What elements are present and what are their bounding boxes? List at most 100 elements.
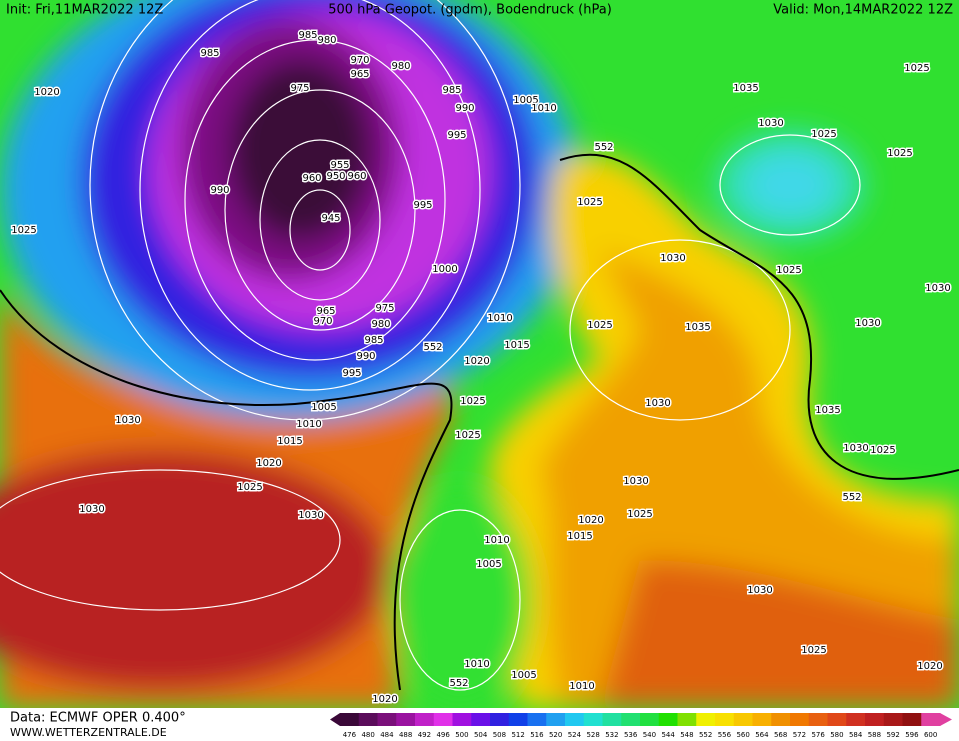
data-source: Data: ECMWF OPER 0.400° (10, 711, 186, 726)
colorbar-swatch (677, 713, 697, 726)
isobar-label: 995 (447, 130, 466, 141)
isobar-label: 1030 (925, 283, 950, 294)
isobar-label: 1010 (569, 681, 594, 692)
colorbar-label: 564 (755, 731, 769, 739)
colorbar-swatch (902, 713, 922, 726)
isobar-label: 1025 (577, 197, 602, 208)
isobar-label: 965 (350, 69, 369, 80)
isobar-label: 1025 (587, 320, 612, 331)
colorbar-swatch (921, 713, 941, 726)
colorbar-swatch (452, 713, 472, 726)
colorbar-swatch (490, 713, 510, 726)
isobar-label: 985 (298, 30, 317, 41)
isobar-label: 1020 (578, 515, 603, 526)
isobar-label: 1035 (815, 405, 840, 416)
isobar-label: 1025 (460, 396, 485, 407)
field (0, 0, 959, 710)
colorbar-label: 492 (418, 731, 431, 739)
isobar-label: 1010 (464, 659, 489, 670)
colorbar-label: 496 (436, 731, 450, 739)
colorbar-label: 552 (699, 731, 712, 739)
isobar-label: 1025 (887, 148, 912, 159)
isobar-label: 1025 (237, 482, 262, 493)
isobar-label: 1010 (296, 419, 321, 430)
isobar-label: 1030 (747, 585, 772, 596)
colorbar-swatch (771, 713, 791, 726)
colorbar-label: 516 (530, 731, 544, 739)
colorbar-swatch (508, 713, 528, 726)
isobar-label: 1030 (660, 253, 685, 264)
colorbar-swatch (883, 713, 903, 726)
colorbar-arrow (330, 713, 340, 726)
colorbar-label: 488 (399, 731, 412, 739)
isobar-label: 980 (317, 35, 336, 46)
isobar-label: 975 (290, 83, 309, 94)
colorbar-label: 568 (774, 731, 787, 739)
isobar-label: 1025 (811, 129, 836, 140)
colorbar-label: 512 (511, 731, 524, 739)
isobar-label: 1025 (11, 225, 36, 236)
isobar-label: 1005 (513, 95, 538, 106)
colorbar-label: 580 (830, 731, 843, 739)
colorbar-label: 596 (905, 731, 919, 739)
isobar-label: 1005 (476, 559, 501, 570)
colorbar-label: 600 (924, 731, 937, 739)
colorbar-label: 548 (680, 731, 693, 739)
isobar-label: 1025 (776, 265, 801, 276)
isobar-label: 1035 (685, 322, 710, 333)
isobar-label: 1030 (645, 398, 670, 409)
isobar-label: 1035 (733, 83, 758, 94)
colorbar-arrow (940, 713, 952, 726)
isobar-label: 552 (449, 678, 468, 689)
isobar-label: 945 (321, 213, 340, 224)
isobar-label: 960 (302, 173, 321, 184)
isobar-label: 1030 (298, 510, 323, 521)
colorbar-label: 528 (586, 731, 599, 739)
isobar-label: 1000 (432, 264, 457, 275)
init-time: Init: Fri,11MAR2022 12Z (6, 3, 163, 18)
isobar-label: 552 (594, 142, 613, 153)
colorbar-swatch (396, 713, 416, 726)
isobar-label: 552 (842, 492, 861, 503)
isobar-label: 1030 (843, 443, 868, 454)
isobar-label: 1020 (917, 661, 942, 672)
colorbar-label: 560 (736, 731, 749, 739)
colorbar-label: 508 (493, 731, 506, 739)
colorbar-swatch (358, 713, 378, 726)
isobar-label: 1030 (115, 415, 140, 426)
colorbar-swatch (715, 713, 735, 726)
isobar-label: 980 (391, 61, 410, 72)
isobar-label: 1010 (487, 313, 512, 324)
isobar-label: 1015 (277, 436, 302, 447)
isobar-label: 995 (342, 368, 361, 379)
isobar-label: 552 (423, 342, 442, 353)
isobar-label: 970 (350, 55, 369, 66)
colorbar-swatch (546, 713, 566, 726)
colorbar-label: 576 (811, 731, 825, 739)
isobar-label: 960 (347, 171, 366, 182)
colorbar-label: 544 (661, 731, 675, 739)
isobar-label: 965 (316, 306, 335, 317)
isobar-label: 1025 (870, 445, 895, 456)
isobar-label: 1025 (801, 645, 826, 656)
colorbar-label: 532 (605, 731, 618, 739)
isobar-label: 1030 (758, 118, 783, 129)
isobar-label: 990 (455, 103, 474, 114)
isobar-label: 1025 (904, 63, 929, 74)
colorbar-swatch (640, 713, 660, 726)
isobar-label: 985 (364, 335, 383, 346)
isobar-label: 1030 (623, 476, 648, 487)
isobar-label: 1020 (34, 87, 59, 98)
isobar-label: 955 (330, 160, 349, 171)
colorbar-label: 520 (549, 731, 562, 739)
colorbar-swatch (471, 713, 491, 726)
isobar-label: 995 (413, 200, 432, 211)
colorbar-label: 540 (643, 731, 656, 739)
colorbar-swatch (565, 713, 585, 726)
colorbar-label: 480 (361, 731, 374, 739)
colorbar-swatch (808, 713, 828, 726)
isobar-label: 990 (356, 351, 375, 362)
site: WWW.WETTERZENTRALE.DE (10, 726, 167, 739)
colorbar-label: 588 (868, 731, 881, 739)
